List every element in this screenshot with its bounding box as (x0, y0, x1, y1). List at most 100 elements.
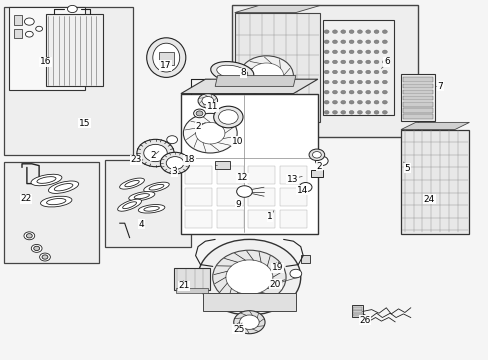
Circle shape (332, 80, 337, 84)
Text: 25: 25 (232, 325, 244, 333)
Circle shape (348, 100, 353, 104)
Bar (9, 7, 84, 90)
Text: 15: 15 (79, 118, 90, 127)
Ellipse shape (41, 196, 72, 207)
Circle shape (324, 40, 328, 44)
Circle shape (365, 60, 370, 64)
Circle shape (348, 50, 353, 54)
Circle shape (324, 80, 328, 84)
Circle shape (382, 40, 386, 44)
Circle shape (365, 111, 370, 114)
Circle shape (332, 40, 337, 44)
Text: 7: 7 (436, 82, 442, 91)
Bar (215, 161, 229, 169)
Circle shape (233, 311, 264, 334)
Circle shape (373, 50, 378, 54)
Circle shape (365, 90, 370, 94)
Text: 26: 26 (358, 316, 370, 325)
Text: 16: 16 (40, 57, 51, 66)
Ellipse shape (134, 194, 149, 199)
Circle shape (332, 60, 337, 64)
Bar (248, 210, 275, 228)
Circle shape (365, 100, 370, 104)
Text: 8: 8 (240, 68, 246, 77)
Text: 2: 2 (316, 162, 322, 171)
Circle shape (373, 70, 378, 74)
Text: 4: 4 (139, 220, 144, 229)
Circle shape (332, 90, 337, 94)
Circle shape (373, 60, 378, 64)
Circle shape (195, 122, 224, 144)
Circle shape (340, 50, 345, 54)
Circle shape (137, 139, 174, 167)
Text: 23: 23 (130, 155, 142, 164)
Circle shape (299, 183, 311, 192)
Circle shape (382, 111, 386, 114)
Circle shape (332, 50, 337, 54)
Polygon shape (234, 5, 320, 13)
Circle shape (373, 40, 378, 44)
Text: 24: 24 (423, 195, 434, 204)
Circle shape (289, 269, 301, 278)
Circle shape (198, 239, 300, 315)
Circle shape (198, 94, 217, 108)
Bar (248, 188, 275, 206)
Bar (159, 52, 173, 65)
Circle shape (36, 26, 42, 31)
Ellipse shape (128, 192, 155, 201)
Bar (216, 188, 243, 206)
Circle shape (348, 70, 353, 74)
Bar (402, 102, 432, 107)
Circle shape (357, 80, 362, 84)
Bar (300, 255, 309, 263)
Circle shape (348, 111, 353, 114)
Circle shape (373, 30, 378, 33)
Bar (322, 20, 393, 115)
Circle shape (202, 96, 213, 105)
Circle shape (196, 111, 203, 116)
Circle shape (40, 253, 50, 261)
Circle shape (373, 111, 378, 114)
Circle shape (348, 30, 353, 33)
Circle shape (365, 50, 370, 54)
Text: 2: 2 (195, 122, 201, 131)
Circle shape (332, 111, 337, 114)
Text: 11: 11 (206, 102, 218, 112)
Ellipse shape (143, 206, 159, 211)
Bar (105, 160, 190, 247)
Bar (400, 130, 468, 234)
Bar (402, 77, 432, 82)
Circle shape (213, 106, 243, 128)
Bar (351, 305, 362, 317)
Circle shape (340, 70, 345, 74)
Circle shape (193, 109, 205, 118)
Text: 14: 14 (296, 186, 307, 194)
Circle shape (340, 100, 345, 104)
Ellipse shape (138, 204, 164, 213)
Bar (14, 29, 22, 38)
Text: 2: 2 (150, 152, 156, 161)
Bar (402, 114, 432, 119)
Circle shape (348, 40, 353, 44)
Circle shape (324, 70, 328, 74)
Bar (248, 166, 275, 184)
Ellipse shape (146, 38, 185, 77)
Polygon shape (400, 122, 468, 130)
Circle shape (324, 50, 328, 54)
Circle shape (340, 80, 345, 84)
Circle shape (239, 315, 259, 329)
Circle shape (166, 157, 183, 170)
Circle shape (382, 100, 386, 104)
Bar (216, 166, 243, 184)
Ellipse shape (149, 184, 163, 190)
Circle shape (365, 30, 370, 33)
Ellipse shape (37, 177, 56, 183)
Circle shape (218, 110, 238, 124)
Circle shape (357, 40, 362, 44)
Circle shape (373, 80, 378, 84)
Circle shape (42, 255, 48, 259)
Ellipse shape (122, 202, 136, 209)
Bar (280, 166, 306, 184)
Bar (181, 94, 317, 234)
Bar (46, 14, 102, 86)
